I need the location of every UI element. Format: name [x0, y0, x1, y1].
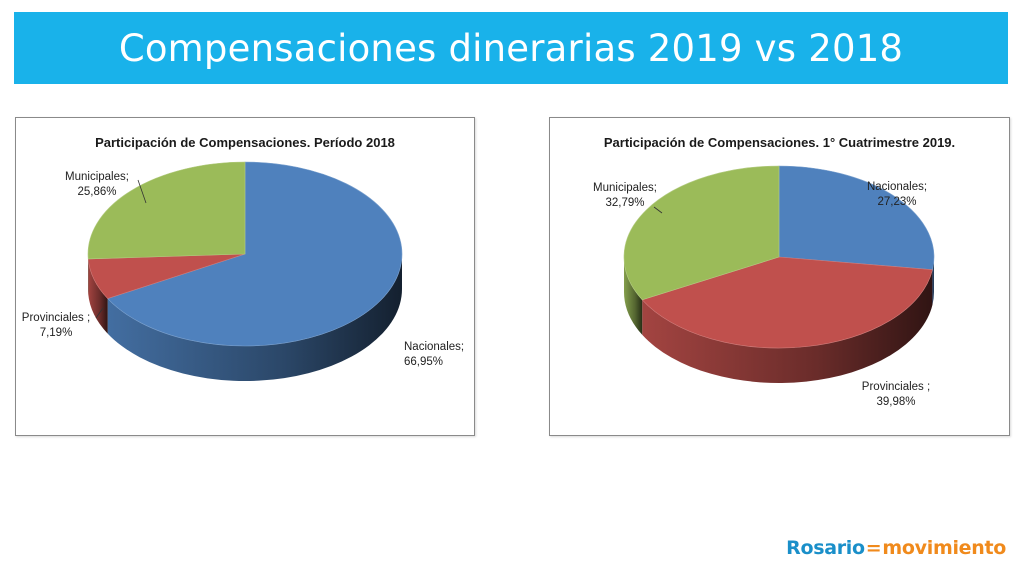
chart-panel-2019: Participación de Compensaciones. 1° Cuat…	[549, 117, 1010, 436]
pie-label-municipales: Municipales; 32,79%	[593, 182, 657, 209]
pie-slice-municipales	[87, 161, 246, 260]
pie-label-nacionales: Nacionales; 66,95%	[404, 341, 464, 368]
brand-part-1: Rosario	[786, 537, 865, 559]
chart-panel-2018: Participación de Compensaciones. Período…	[15, 117, 475, 436]
pie-slice-nacionales	[778, 165, 935, 271]
chart-title-2019: Participación de Compensaciones. 1° Cuat…	[603, 135, 956, 150]
pie-slice-provinciales	[641, 256, 933, 349]
chart-title-2018: Participación de Compensaciones. Período…	[95, 135, 395, 150]
pie-slices	[623, 165, 935, 349]
pie-slice-municipales	[623, 165, 780, 301]
pie-label-municipales: Municipales; 25,86%	[65, 171, 129, 198]
pie-label-nacionales: Nacionales; 27,23%	[867, 181, 927, 208]
pie-labels: Nacionales; 27,23% Provinciales ; 39,98% Mun…	[593, 181, 930, 408]
title-bar: Compensaciones dinerarias 2019 vs 2018	[14, 12, 1008, 84]
brand-part-2: movimiento	[882, 537, 1006, 559]
pie-side-provinciales	[642, 269, 933, 383]
pie-labels: Nacionales; 66,95% Provinciales ; 7,19% Muni…	[22, 171, 464, 368]
leader-line	[95, 307, 104, 319]
pie-label-provinciales: Provinciales ; 7,19%	[22, 312, 90, 339]
pie-side-nacionales	[107, 254, 402, 381]
page-title: Compensaciones dinerarias 2019 vs 2018	[118, 26, 904, 70]
pie-chart-2018: Nacionales; 66,95% Provinciales ; 7,19% Muni…	[22, 161, 464, 381]
pie-side-municipales	[624, 257, 643, 335]
pie-chart-2019: Nacionales; 27,23% Provinciales ; 39,98% Mun…	[593, 165, 935, 408]
leader-line	[137, 179, 147, 204]
pie-label-provinciales: Provinciales ; 39,98%	[862, 381, 930, 408]
brand-logo: Rosario=movimiento	[786, 537, 1006, 559]
pie-slice-nacionales	[107, 161, 403, 347]
leader-line	[653, 206, 663, 214]
brand-separator: =	[865, 537, 882, 559]
pie-slices	[87, 161, 403, 347]
